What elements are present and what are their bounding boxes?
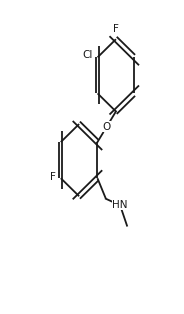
Text: F: F — [50, 172, 56, 182]
Text: HN: HN — [112, 200, 128, 210]
Text: Cl: Cl — [82, 50, 92, 60]
Text: O: O — [102, 122, 111, 132]
Text: F: F — [113, 24, 119, 34]
